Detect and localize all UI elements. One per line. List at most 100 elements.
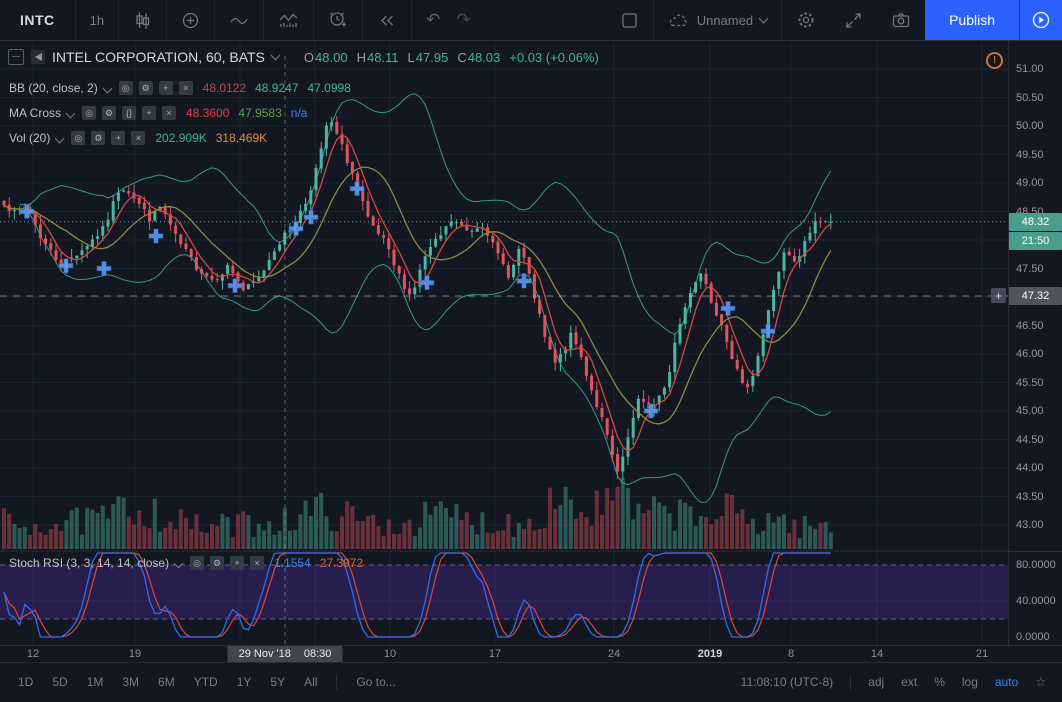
- toolbar-divider: [74, 0, 76, 40]
- time-tick: 21: [975, 648, 989, 660]
- add-compare-icon[interactable]: [167, 0, 214, 40]
- time-tick: 8: [787, 648, 795, 660]
- close-icon[interactable]: ×: [162, 106, 177, 120]
- plus-icon[interactable]: +: [111, 131, 126, 145]
- indicator-row: MA Cross ◎ ⚙ {} + × 48.3600 47.9583 n/a: [9, 103, 307, 123]
- scale-mode-buttons: adj ext% log: [868, 675, 978, 689]
- range-3m[interactable]: 3M: [122, 675, 140, 689]
- save-layout-button[interactable]: Unnamed: [654, 0, 781, 40]
- indicator-value: 1.1554: [274, 556, 311, 570]
- level-lines: [0, 56, 1008, 645]
- range-ytd[interactable]: YTD: [193, 675, 218, 689]
- range-1d[interactable]: 1D: [18, 675, 34, 689]
- time-tick: 17: [488, 648, 502, 660]
- favorite-star-icon[interactable]: ☆: [1035, 675, 1046, 689]
- ohlc-pair: O48.00: [304, 50, 348, 65]
- symbol-search-button[interactable]: INTC: [20, 12, 55, 28]
- legend-menu-icon[interactable]: [8, 49, 24, 65]
- redo-icon[interactable]: ↷: [456, 10, 471, 29]
- alert-clock-icon[interactable]: [314, 0, 362, 40]
- price-tick: 43.50: [1016, 490, 1044, 503]
- chevron-down-icon[interactable]: [54, 133, 65, 143]
- ohlc-letter: H: [356, 49, 366, 65]
- add-alert-plus-icon[interactable]: +: [991, 288, 1006, 303]
- candlestick-style-icon[interactable]: [119, 0, 166, 40]
- alert-warning-icon[interactable]: !: [986, 52, 1003, 69]
- price-axis[interactable]: + 51.00 50.50 50.00 49.50 49.00 48.50 47.50 46.…: [991, 40, 1062, 645]
- close-icon[interactable]: ×: [131, 131, 146, 145]
- clock-label[interactable]: 11:08:10 (UTC-8): [740, 675, 834, 689]
- toolbar-divider: [118, 0, 120, 40]
- symbol-title[interactable]: INTEL CORPORATION, 60, BATS: [52, 49, 265, 65]
- snapshot-camera-icon[interactable]: [877, 0, 925, 40]
- layout-grid-icon[interactable]: [606, 0, 653, 40]
- chevron-down-icon[interactable]: [173, 558, 184, 568]
- toolbar-divider: [263, 0, 265, 40]
- eye-icon[interactable]: ◎: [82, 106, 97, 120]
- braces-icon[interactable]: {}: [122, 106, 137, 120]
- toolbar-divider: [362, 0, 364, 40]
- eye-icon[interactable]: ◎: [190, 556, 205, 570]
- chevron-down-icon[interactable]: [102, 83, 113, 93]
- publish-menu-play-icon[interactable]: [1019, 0, 1062, 40]
- range-all[interactable]: All: [304, 675, 318, 689]
- publish-button[interactable]: Publish: [925, 0, 1019, 40]
- indicator-name[interactable]: MA Cross: [9, 106, 62, 120]
- range-buttons: 1D 5D 1M 3M 6M YTD 1Y 5Y All: [18, 675, 317, 689]
- chart-legend: INTEL CORPORATION, 60, BATS O48.00 H48.11…: [8, 49, 599, 65]
- replay-rewind-icon[interactable]: [363, 0, 411, 40]
- mode-pct[interactable]: %: [934, 675, 945, 689]
- toolbar-divider: [652, 0, 654, 40]
- line-style-icon[interactable]: [215, 0, 263, 40]
- auto-scale-button[interactable]: auto: [994, 675, 1019, 689]
- chevron-down-icon[interactable]: [65, 108, 76, 118]
- main-chart[interactable]: [0, 40, 1008, 645]
- stoch-rsi-pane: [0, 552, 1008, 638]
- range-5d[interactable]: 5D: [52, 675, 68, 689]
- gear-icon[interactable]: ⚙: [102, 106, 117, 120]
- range-6m[interactable]: 6M: [158, 675, 175, 689]
- candles: [2, 116, 833, 480]
- gear-icon[interactable]: ⚙: [138, 81, 153, 95]
- marker-time: 08:30: [303, 648, 332, 660]
- interval-button[interactable]: 1h: [89, 12, 105, 28]
- indicator-name[interactable]: Vol (20): [9, 131, 51, 145]
- price-tick: 50.00: [1016, 120, 1044, 132]
- gear-icon[interactable]: ⚙: [91, 131, 106, 145]
- eye-icon[interactable]: ◎: [118, 81, 133, 95]
- time-tick: 2019: [697, 648, 723, 660]
- mode-ext[interactable]: ext: [901, 675, 918, 689]
- goto-button[interactable]: Go to...: [356, 675, 396, 689]
- undo-icon[interactable]: ↶: [426, 10, 441, 29]
- stoch-tick: 80.0000: [1016, 559, 1056, 571]
- bottom-right-group: 11:08:10 (UTC-8) adj ext% log auto ☆: [741, 675, 1046, 690]
- settings-gear-icon[interactable]: [782, 0, 830, 40]
- alert-price-badge: 47.32: [1009, 287, 1062, 305]
- indicators-icon[interactable]: [264, 0, 313, 40]
- fullscreen-icon[interactable]: [830, 0, 877, 40]
- toolbar-divider: [313, 0, 315, 40]
- range-1y[interactable]: 1Y: [236, 675, 252, 689]
- mode-adj[interactable]: adj: [868, 675, 885, 689]
- divider: [850, 675, 852, 690]
- pane-divider: [1009, 551, 1062, 552]
- price-tick: 44.00: [1016, 462, 1044, 474]
- plus-icon[interactable]: +: [230, 556, 245, 570]
- gear-icon[interactable]: ⚙: [210, 556, 225, 570]
- range-5y[interactable]: 5Y: [270, 675, 286, 689]
- indicator-name[interactable]: Stoch RSI (3, 3, 14, 14, close): [9, 556, 170, 570]
- indicator-name[interactable]: BB (20, close, 2): [9, 81, 98, 95]
- plus-icon[interactable]: +: [158, 81, 173, 95]
- time-tick: 12: [26, 648, 40, 660]
- chevron-down-icon[interactable]: [270, 50, 281, 60]
- price-tick: 51.00: [1016, 63, 1044, 75]
- mode-log[interactable]: log: [961, 675, 978, 689]
- range-1m[interactable]: 1M: [86, 675, 104, 689]
- indicator-value: 48.9247: [255, 81, 299, 95]
- eye-icon[interactable]: ◎: [71, 131, 86, 145]
- plus-icon[interactable]: +: [142, 106, 157, 120]
- close-icon[interactable]: ×: [178, 81, 193, 95]
- close-icon[interactable]: ×: [250, 556, 265, 570]
- time-axis[interactable]: 29 Nov '18 08:30 12 19 10 17 24 2019 8 14 21: [0, 645, 1062, 662]
